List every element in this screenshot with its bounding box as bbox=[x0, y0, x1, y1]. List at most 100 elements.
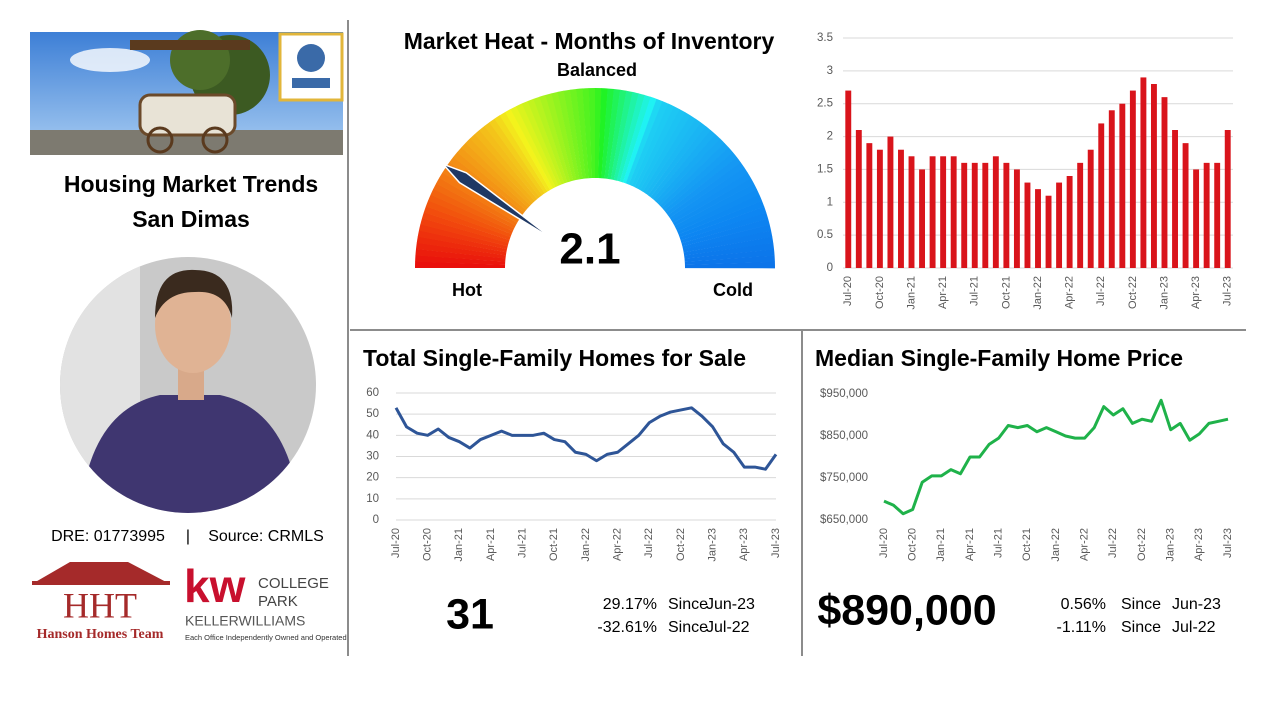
gauge-band bbox=[652, 130, 716, 202]
y-tick-label: 0.5 bbox=[817, 229, 833, 241]
x-tick-label: Apr-21 bbox=[485, 528, 497, 561]
gauge-band bbox=[680, 212, 769, 244]
change-percent: 29.17% bbox=[603, 596, 657, 613]
y-tick-label: 3.5 bbox=[817, 32, 833, 44]
gauge-band bbox=[647, 122, 707, 198]
gauge-band bbox=[607, 89, 627, 180]
x-tick-label: Jul-22 bbox=[643, 528, 655, 558]
bar bbox=[992, 156, 999, 268]
bar bbox=[919, 169, 926, 268]
x-tick-label: Jul-23 bbox=[1222, 276, 1234, 306]
bar bbox=[866, 143, 873, 268]
gauge-band bbox=[465, 138, 533, 206]
x-tick-label: Oct-21 bbox=[1000, 276, 1012, 309]
x-tick-label: Jul-20 bbox=[390, 528, 402, 558]
gauge-band bbox=[420, 218, 509, 247]
gauge-band bbox=[675, 189, 760, 232]
gauge-band bbox=[576, 88, 589, 179]
kw-office: PARK bbox=[258, 593, 298, 610]
x-tick-label: Apr-21 bbox=[937, 276, 949, 309]
y-tick-label: $950,000 bbox=[820, 388, 868, 400]
gauge-band bbox=[551, 91, 577, 181]
gauge-band bbox=[640, 112, 691, 192]
gauge-band bbox=[657, 138, 725, 206]
bar bbox=[1087, 149, 1094, 268]
x-tick-label: Apr-23 bbox=[1193, 528, 1205, 561]
bar bbox=[1203, 162, 1210, 268]
bar bbox=[1182, 143, 1189, 268]
bar bbox=[845, 90, 852, 268]
gauge-band bbox=[613, 91, 639, 181]
x-tick-label: Oct-21 bbox=[548, 528, 560, 561]
bar bbox=[1024, 182, 1031, 268]
y-tick-label: 2 bbox=[827, 131, 833, 143]
bar bbox=[876, 149, 883, 268]
gauge-band bbox=[505, 108, 553, 191]
gauge-band bbox=[637, 109, 686, 191]
kw-office: COLLEGE bbox=[258, 575, 329, 592]
x-tick-label: Jul-21 bbox=[969, 276, 981, 306]
gauge-band bbox=[474, 129, 538, 202]
summary-value: 31 bbox=[446, 590, 494, 638]
change-percent: -32.61% bbox=[597, 619, 657, 636]
gauge-band bbox=[677, 194, 763, 235]
gauge-band bbox=[683, 236, 774, 256]
y-tick-label: 10 bbox=[366, 493, 379, 505]
hht-logo bbox=[32, 562, 170, 585]
chart-title: Market Heat - Months of Inventory bbox=[404, 28, 775, 54]
x-tick-label: Oct-21 bbox=[1021, 528, 1033, 561]
x-tick-label: Apr-22 bbox=[1064, 276, 1076, 309]
x-tick-label: Jul-20 bbox=[842, 276, 854, 306]
gauge-band bbox=[645, 118, 702, 196]
x-tick-label: Jan-22 bbox=[1032, 276, 1044, 310]
gauge-band bbox=[598, 88, 608, 179]
change-since: Since bbox=[668, 619, 708, 636]
change-since: Since bbox=[1121, 619, 1161, 636]
gauge-band bbox=[423, 206, 511, 241]
gauge-band bbox=[681, 218, 770, 247]
y-tick-label: 60 bbox=[366, 387, 379, 399]
change-percent: -1.11% bbox=[1056, 619, 1106, 636]
gauge-band bbox=[439, 172, 519, 223]
x-tick-label: Jan-22 bbox=[580, 528, 592, 562]
gauge-band bbox=[601, 88, 615, 179]
x-tick-label: Apr-23 bbox=[738, 528, 750, 561]
x-tick-label: Jan-21 bbox=[453, 528, 465, 562]
x-tick-label: Jan-23 bbox=[707, 528, 719, 562]
gauge-band bbox=[588, 88, 596, 179]
summary-value: $890,000 bbox=[817, 586, 996, 634]
x-tick-label: Apr-22 bbox=[612, 528, 624, 561]
bar bbox=[961, 162, 968, 268]
gauge-band bbox=[678, 200, 765, 238]
gauge-band bbox=[436, 177, 518, 226]
bar bbox=[1013, 169, 1020, 268]
gauge-band bbox=[453, 152, 527, 213]
bar bbox=[1172, 130, 1178, 268]
line bbox=[883, 398, 1229, 516]
bar bbox=[950, 156, 957, 268]
bar bbox=[1098, 123, 1105, 268]
chart-title: Median Single-Family Home Price bbox=[815, 345, 1183, 371]
separator: | bbox=[186, 528, 190, 545]
change-percent: 0.56% bbox=[1061, 596, 1106, 613]
gauge-band bbox=[669, 167, 748, 221]
gauge-band bbox=[539, 94, 571, 183]
gauge-band bbox=[457, 147, 529, 211]
gauge-band bbox=[625, 98, 663, 185]
gauge-band bbox=[684, 242, 775, 259]
bar bbox=[982, 162, 989, 268]
kw-brand: KELLERWILLIAMS bbox=[185, 613, 305, 629]
y-tick-label: 1 bbox=[827, 196, 833, 208]
gauge-band bbox=[428, 194, 513, 235]
dre: DRE: 01773995 bbox=[51, 528, 165, 545]
gauge-band bbox=[494, 115, 548, 194]
bar bbox=[1035, 189, 1041, 268]
gauge-band bbox=[433, 183, 516, 229]
gauge-band bbox=[469, 134, 535, 204]
gauge-band bbox=[533, 96, 568, 184]
gauge-band bbox=[415, 255, 506, 265]
x-tick-label: Jul-22 bbox=[1095, 276, 1107, 306]
gauge-band bbox=[642, 115, 696, 194]
y-tick-label: $650,000 bbox=[820, 514, 868, 526]
gauge-band bbox=[557, 90, 580, 180]
